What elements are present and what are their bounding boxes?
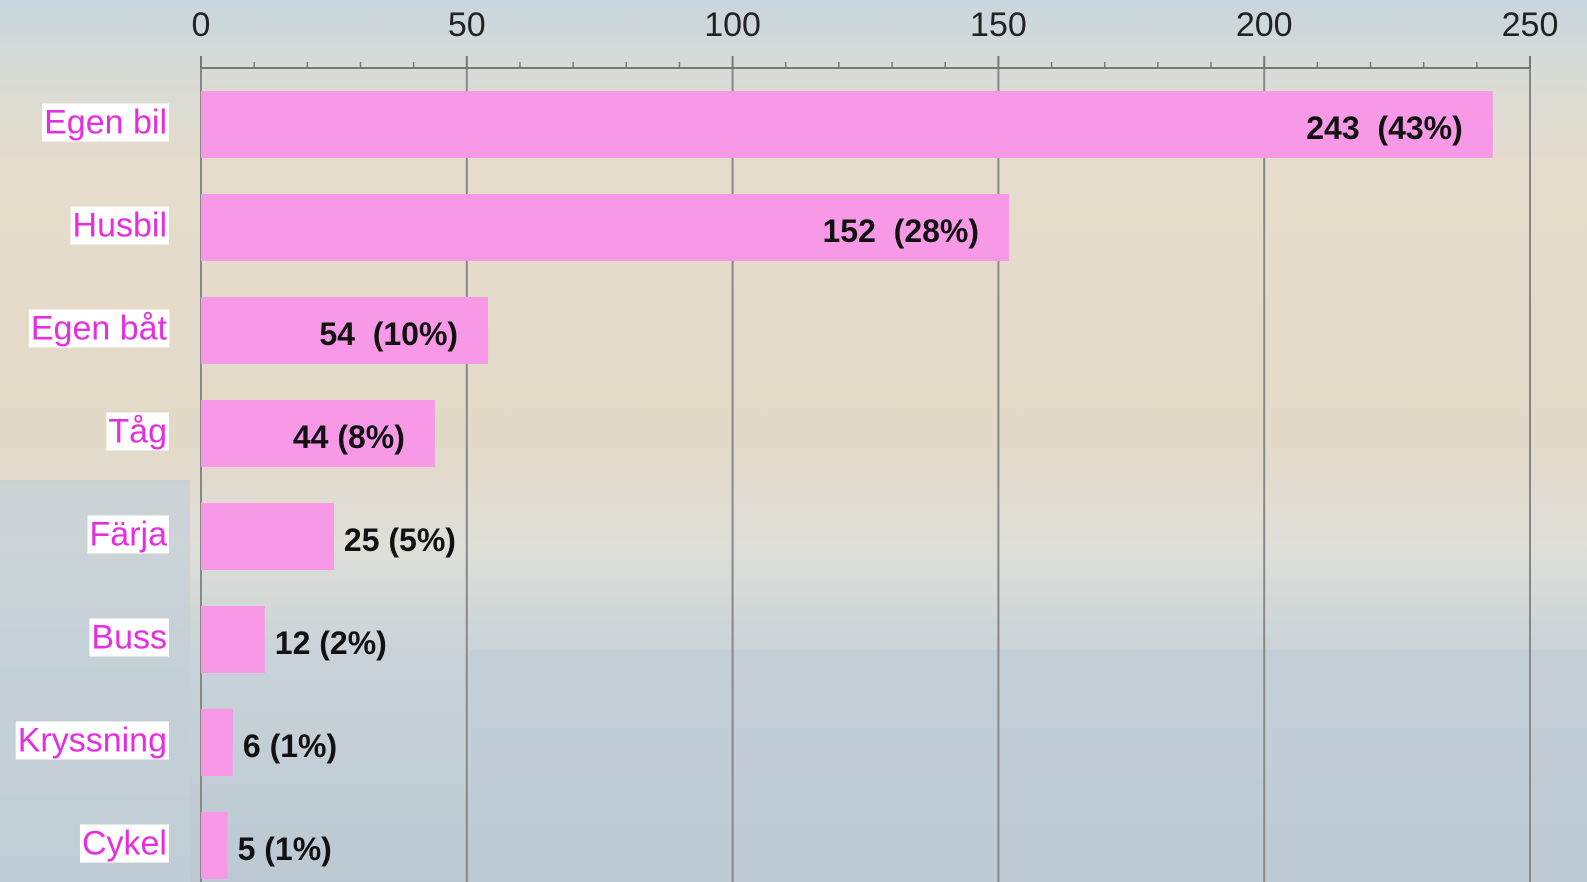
water: [470, 650, 1587, 882]
x-tick-label: 0: [192, 6, 211, 44]
value-label: 12 (2%): [275, 625, 387, 661]
label-background: [79, 824, 169, 863]
bar: [201, 194, 1010, 261]
category-label: Egen båt: [31, 309, 168, 347]
bar: [201, 606, 265, 673]
label-background: [70, 206, 169, 245]
bar: [201, 503, 334, 570]
value-label: 5 (1%): [238, 831, 332, 867]
label-background: [106, 412, 169, 451]
category-label: Egen bil: [44, 103, 167, 141]
category-label: Buss: [91, 618, 167, 656]
value-label: 152 (28%): [823, 213, 980, 249]
label-background: [42, 103, 169, 142]
category-label: Cykel: [82, 824, 167, 862]
value-label: 44 (8%): [293, 419, 405, 455]
x-tick-label: 250: [1502, 6, 1559, 44]
label-background: [89, 618, 169, 657]
label-background: [28, 309, 170, 348]
x-tick-label: 50: [448, 6, 486, 44]
value-label: 243 (43%): [1306, 110, 1463, 146]
value-label: 6 (1%): [243, 728, 337, 764]
bar: [201, 812, 228, 879]
label-background: [87, 515, 170, 554]
bar: [201, 297, 489, 364]
category-label: Färja: [90, 515, 168, 553]
category-label: Husbil: [73, 206, 167, 244]
bar: [201, 709, 233, 776]
x-tick-label: 200: [1236, 6, 1293, 44]
value-label: 54 (10%): [319, 316, 458, 352]
value-label: 25 (5%): [344, 522, 456, 558]
x-tick-label: 150: [970, 6, 1027, 44]
x-tick-label: 100: [704, 6, 761, 44]
category-label: Kryssning: [18, 721, 167, 759]
bar: [201, 400, 435, 467]
category-label: Tåg: [108, 412, 167, 450]
label-background: [15, 721, 169, 760]
bar: [201, 91, 1493, 158]
